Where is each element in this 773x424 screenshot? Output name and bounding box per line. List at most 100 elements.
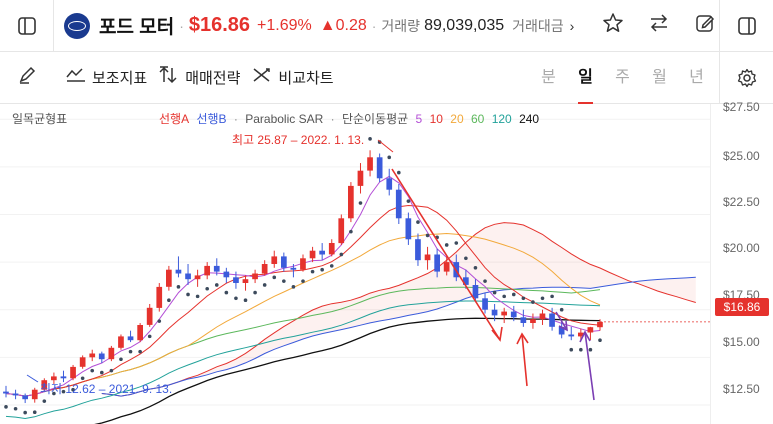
candle-body	[290, 267, 297, 270]
legend-parabolic-sar: Parabolic SAR	[245, 112, 324, 126]
sar-dot	[473, 266, 478, 270]
candle-body	[472, 285, 479, 299]
candle-body	[309, 250, 316, 259]
sar-dot	[511, 292, 516, 297]
legend-senkou-b: 선행B	[196, 112, 227, 126]
candle-body	[530, 319, 536, 323]
period-tabs: 분 일 주 월 년	[530, 52, 715, 104]
sar-dot	[243, 298, 248, 302]
candle-body	[108, 347, 115, 360]
annotation-arrow	[584, 331, 595, 401]
y-tick: $20.00	[723, 241, 760, 255]
candle-body	[281, 256, 287, 268]
sar-dot	[42, 399, 47, 403]
stock-name: 포드 모터	[99, 17, 175, 38]
sar-dot	[138, 349, 142, 354]
indicators-label: 보조지표	[92, 70, 148, 87]
legend-senkou-a: 선행A	[159, 112, 190, 126]
ichimoku-cloud	[101, 222, 696, 397]
candle-body	[357, 170, 364, 186]
sar-dot	[387, 155, 392, 160]
edit-note-icon[interactable]	[682, 12, 728, 40]
sar-dot	[598, 338, 602, 342]
candlestick-plot	[0, 118, 710, 424]
favorite-star-icon[interactable]	[590, 12, 636, 40]
sar-dot	[349, 229, 353, 234]
period-tab-day[interactable]: 일	[567, 52, 604, 104]
sar-dot	[397, 170, 401, 175]
current-price-tag: $16.86	[715, 298, 769, 316]
price-chart[interactable]: 일목균형표 선행A 선행B · Parabolic SAR · 단순이동평균 5…	[0, 100, 773, 424]
sar-dot	[301, 279, 305, 283]
sar-dot	[13, 406, 18, 411]
legend-ma120: 120	[491, 112, 512, 126]
volume-label: 거래량	[381, 17, 421, 34]
candle-body	[213, 265, 220, 272]
more-chevron-icon[interactable]: ›	[569, 17, 575, 34]
candle-body	[261, 264, 268, 274]
sar-dot	[444, 243, 449, 247]
senkou-b-line	[101, 276, 696, 397]
settings-gear-icon[interactable]	[719, 52, 773, 104]
swap-arrows-icon[interactable]	[636, 12, 682, 40]
legend-ma5: 5	[415, 112, 423, 126]
candle-body	[424, 254, 431, 261]
strategy-button[interactable]: 매매전략	[159, 66, 240, 89]
candle-body	[338, 218, 345, 244]
candle-body	[242, 279, 249, 283]
candle-body	[319, 250, 325, 255]
ichimoku-label: 일목균형표	[12, 112, 68, 126]
sar-dot	[483, 279, 487, 283]
candle-body	[146, 307, 153, 325]
sar-dot	[195, 294, 200, 299]
period-tab-minute[interactable]: 분	[541, 69, 556, 86]
senkou-a-line	[101, 222, 696, 397]
sar-dot	[100, 370, 104, 375]
draw-pen-icon[interactable]	[0, 65, 54, 91]
sar-dot	[310, 269, 315, 274]
indicator-legend: 선행A 선행B · Parabolic SAR · 단순이동평균 5 10 20…	[159, 112, 540, 126]
compare-button[interactable]: 비교차트	[252, 67, 334, 88]
up-down-arrows-icon	[159, 66, 179, 89]
panel-toggle-button[interactable]	[719, 0, 773, 52]
candle-body	[12, 393, 19, 396]
annotation-arrow-head	[516, 332, 529, 345]
y-tick: $12.50	[723, 382, 760, 396]
candle-body	[204, 265, 210, 276]
strategy-label: 매매전략	[185, 70, 241, 87]
sar-dot	[282, 279, 286, 283]
sar-dot	[119, 357, 123, 362]
sar-dot	[147, 334, 152, 339]
annotation-arrow-head	[491, 326, 503, 342]
chart-toolbar: 보조지표 매매전략 비교차트 분 일 주 월 년	[0, 52, 773, 104]
candle-body	[578, 332, 584, 337]
compare-label: 비교차트	[278, 70, 334, 87]
sar-dot	[4, 405, 8, 409]
candle-body	[166, 269, 172, 287]
panel-icon	[737, 17, 756, 35]
period-tab-week[interactable]: 주	[615, 69, 630, 86]
legend-sma: 단순이동평균	[341, 112, 409, 126]
candle-body	[558, 326, 565, 335]
candle-body	[367, 157, 373, 171]
sar-dot	[329, 264, 334, 268]
candle-body	[328, 243, 335, 255]
legend-ma60: 60	[470, 112, 485, 126]
period-tab-year[interactable]: 년	[689, 69, 704, 86]
period-tab-month[interactable]: 월	[652, 69, 667, 86]
candle-body	[520, 317, 527, 323]
sar-dot	[521, 296, 526, 301]
candle-body	[156, 286, 163, 308]
annotation-arrow-head	[558, 320, 568, 332]
legend-ma10: 10	[429, 112, 443, 126]
candle-body	[386, 178, 393, 190]
ma240-line	[94, 317, 601, 424]
candle-body	[395, 189, 402, 219]
sar-dot	[464, 256, 468, 261]
indicators-button[interactable]: 보조지표	[66, 67, 147, 88]
y-tick: $25.00	[723, 149, 760, 163]
sar-dot	[416, 220, 420, 224]
sar-dot	[425, 233, 430, 238]
sidebar-toggle-button[interactable]	[0, 0, 54, 52]
sidebar-icon	[17, 16, 36, 35]
